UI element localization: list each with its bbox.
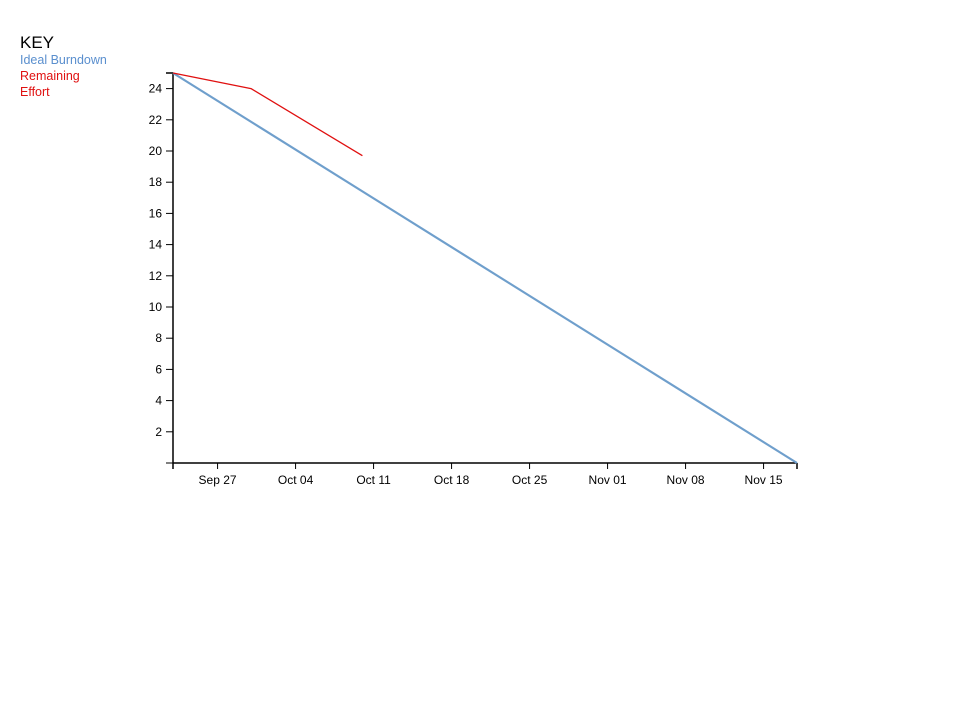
y-tick-label: 16 — [149, 206, 163, 220]
x-tick-label: Sep 27 — [199, 473, 237, 487]
x-tick-label: Oct 04 — [278, 473, 314, 487]
x-tick-label: Nov 15 — [745, 473, 783, 487]
y-tick-label: 22 — [149, 113, 163, 127]
x-tick-label: Nov 01 — [589, 473, 627, 487]
x-tick-label: Oct 25 — [512, 473, 548, 487]
y-tick-label: 2 — [155, 425, 162, 439]
legend-remaining-effort: Remaining Effort — [20, 69, 80, 99]
y-tick-label: 24 — [149, 82, 163, 96]
y-tick-label: 14 — [149, 238, 163, 252]
y-tick-label: 18 — [149, 175, 163, 189]
series-line-remaining-effort — [172, 72, 363, 157]
x-tick-label: Nov 08 — [667, 473, 705, 487]
x-axis: Sep 27 Oct 04 Oct 11 Oct 18 Oct 25 Nov 01 Nov … — [172, 462, 798, 487]
legend-ideal-burndown: Ideal Burndown — [20, 53, 107, 67]
series-lines — [172, 72, 798, 464]
legend-title: KEY — [20, 33, 55, 52]
y-tick-label: 10 — [149, 300, 163, 314]
x-tick-label: Oct 18 — [434, 473, 470, 487]
legend: KEY Ideal Burndown Remaining Effort — [20, 33, 140, 100]
x-tick-label: Oct 11 — [356, 473, 391, 487]
y-tick-label: 4 — [155, 394, 162, 408]
series-line-ideal-burndown — [172, 72, 798, 464]
y-tick-label: 8 — [155, 331, 162, 345]
y-tick-label: 20 — [149, 144, 163, 158]
y-tick-label: 12 — [149, 269, 163, 283]
y-tick-label: 6 — [155, 362, 162, 376]
